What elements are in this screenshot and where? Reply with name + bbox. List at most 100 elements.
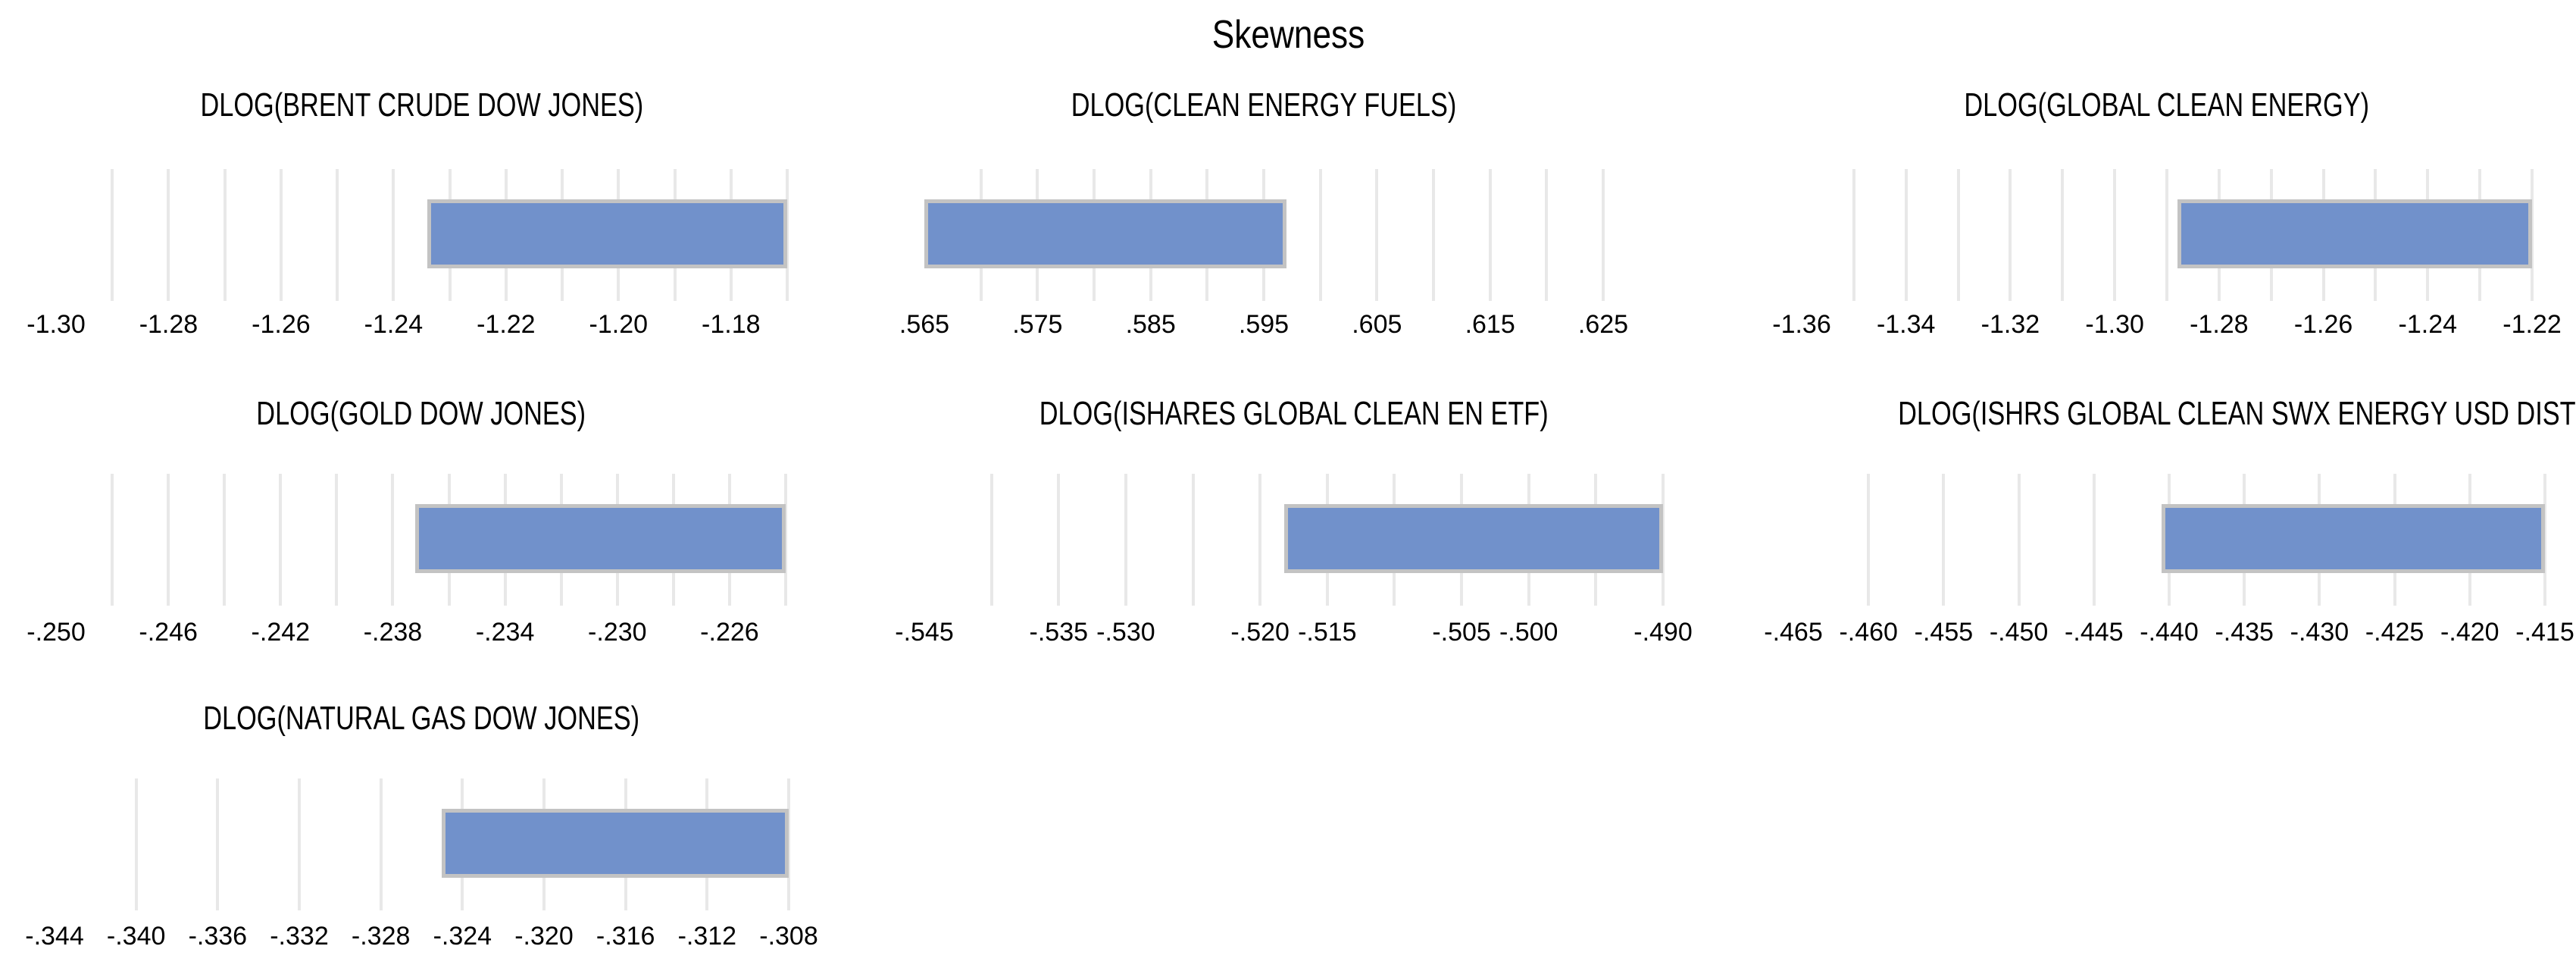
gridline bbox=[2061, 169, 2065, 301]
x-axis-tick-label: -1.24 bbox=[364, 310, 424, 339]
subplot-title: DLOG(ISHARES GLOBAL CLEAN EN ETF) bbox=[924, 393, 1663, 434]
subplot-title-text: DLOG(GOLD DOW JONES) bbox=[256, 395, 586, 432]
x-axis-tick-label: -1.20 bbox=[589, 310, 649, 339]
gridline bbox=[1545, 169, 1549, 301]
x-axis-tick-label: -.465 bbox=[1764, 618, 1823, 647]
plot-area bbox=[924, 169, 1605, 301]
gridline bbox=[1602, 169, 1605, 301]
gridline bbox=[223, 169, 227, 301]
x-axis-tick-label: -1.28 bbox=[139, 310, 199, 339]
gridline bbox=[134, 778, 138, 910]
gridline bbox=[111, 474, 114, 606]
x-axis-tick-label: -1.30 bbox=[27, 310, 86, 339]
x-axis-tick-label: -.455 bbox=[1914, 618, 1974, 647]
gridline bbox=[1191, 474, 1195, 606]
x-axis-tick-label: -1.30 bbox=[2085, 310, 2144, 339]
x-axis-tick-label: -.430 bbox=[2290, 618, 2349, 647]
gridline bbox=[167, 474, 170, 606]
x-axis: .565 .575 .585 .595 .605 .615 .625 bbox=[899, 309, 1628, 343]
x-axis-tick-label: -.340 bbox=[106, 922, 166, 951]
skewness-bar bbox=[442, 809, 789, 878]
gridline bbox=[391, 474, 395, 606]
gridline bbox=[1852, 169, 1855, 301]
gridline bbox=[297, 778, 301, 910]
gridline bbox=[1867, 474, 1871, 606]
x-axis: -.344 -.340 -.336 -.332 -.328 -.324 -.320 -.316… bbox=[25, 921, 818, 954]
gridline bbox=[2017, 474, 2021, 606]
x-axis-tick-label: -.230 bbox=[588, 618, 647, 647]
x-axis-tick-label: -.535 bbox=[1029, 618, 1089, 647]
x-axis-tick-label: .605 bbox=[1352, 310, 1402, 339]
subplot-title: DLOG(ISHRS GLOBAL CLEAN SWX ENERGY USD D… bbox=[1793, 393, 2576, 434]
x-axis-tick-label: .565 bbox=[899, 310, 950, 339]
x-axis-tick-label: -1.26 bbox=[2293, 310, 2353, 339]
gridline bbox=[1942, 474, 1946, 606]
gridline bbox=[1662, 474, 1665, 606]
gridline bbox=[2113, 169, 2117, 301]
skewness-bar bbox=[415, 504, 786, 573]
x-axis-tick-label: -.420 bbox=[2440, 618, 2499, 647]
subplot-title: DLOG(CLEAN ENERGY FUELS) bbox=[924, 85, 1603, 126]
x-axis-tick-label: -.530 bbox=[1096, 618, 1155, 647]
x-axis-tick-label: -.312 bbox=[677, 922, 737, 951]
x-axis-tick-label: -.328 bbox=[351, 922, 411, 951]
x-axis-tick-label: -1.28 bbox=[2190, 310, 2249, 339]
gridline bbox=[2531, 169, 2534, 301]
x-axis-tick-label: -.490 bbox=[1633, 618, 1693, 647]
gridline bbox=[1124, 474, 1127, 606]
x-axis-tick-label: -1.32 bbox=[1980, 310, 2040, 339]
plot-area bbox=[1793, 474, 2546, 606]
gridline bbox=[279, 474, 283, 606]
subplot-title-text: DLOG(CLEAN ENERGY FUELS) bbox=[1071, 86, 1457, 124]
skewness-bar bbox=[924, 199, 1286, 268]
gridline bbox=[1318, 169, 1322, 301]
subplot-title-text: DLOG(ISHARES GLOBAL CLEAN EN ETF) bbox=[1039, 395, 1549, 432]
x-axis-tick-label: -.308 bbox=[759, 922, 818, 951]
skewness-bar bbox=[2162, 504, 2545, 573]
x-axis-tick-label: -.332 bbox=[270, 922, 329, 951]
x-axis-tick-label: -.238 bbox=[363, 618, 423, 647]
subplot-title-text: DLOG(ISHRS GLOBAL CLEAN SWX ENERGY USD D… bbox=[1898, 395, 2576, 432]
plot-area bbox=[55, 778, 790, 910]
gridline bbox=[1904, 169, 1908, 301]
x-axis-tick-label: .595 bbox=[1238, 310, 1290, 339]
plot-area bbox=[1802, 169, 2534, 301]
gridline bbox=[167, 169, 170, 301]
subplot-title-text: DLOG(GLOBAL CLEAN ENERGY) bbox=[1964, 86, 2370, 124]
skewness-bar bbox=[2177, 199, 2532, 268]
skewness-bar bbox=[427, 199, 787, 268]
subplot-title-text: DLOG(BRENT CRUDE DOW JONES) bbox=[200, 86, 643, 124]
gridline bbox=[216, 778, 220, 910]
x-axis-tick-label: -.316 bbox=[596, 922, 655, 951]
gridline bbox=[2165, 169, 2168, 301]
x-axis-tick-label: -.520 bbox=[1230, 618, 1290, 647]
subplot-title-text: DLOG(NATURAL GAS DOW JONES) bbox=[203, 700, 640, 737]
x-axis-tick-label: -.460 bbox=[1839, 618, 1898, 647]
gridline bbox=[2092, 474, 2096, 606]
x-axis-tick-label: -1.18 bbox=[702, 310, 761, 339]
x-axis: -.465 -.460 -.455 -.450 -.445 -.440 -.435 -.430… bbox=[1764, 617, 2574, 650]
gridline bbox=[784, 474, 787, 606]
x-axis-tick-label: -1.24 bbox=[2398, 310, 2458, 339]
plot-area bbox=[924, 474, 1665, 606]
subplot-title: DLOG(BRENT CRUDE DOW JONES) bbox=[56, 85, 787, 126]
plot-area bbox=[56, 169, 789, 301]
x-axis-tick-label: -.415 bbox=[2515, 618, 2574, 647]
x-axis-tick-label: -.324 bbox=[433, 922, 492, 951]
x-axis-tick-label: -.445 bbox=[2065, 618, 2124, 647]
gridline bbox=[2009, 169, 2012, 301]
x-axis-tick-label: -.250 bbox=[27, 618, 86, 647]
skewness-bar bbox=[1284, 504, 1663, 573]
x-axis-tick-label: -.242 bbox=[251, 618, 311, 647]
gridline bbox=[392, 169, 395, 301]
x-axis-tick-label: -.344 bbox=[25, 922, 84, 951]
chart-main-title-text: Skewness bbox=[1211, 13, 1365, 57]
x-axis-tick-label: -1.36 bbox=[1772, 310, 1831, 339]
gridline bbox=[1432, 169, 1435, 301]
gridline bbox=[379, 778, 383, 910]
gridline bbox=[1488, 169, 1492, 301]
x-axis-tick-label: -.515 bbox=[1298, 618, 1357, 647]
x-axis-tick-label: -1.34 bbox=[1876, 310, 1936, 339]
x-axis-tick-label: -1.22 bbox=[477, 310, 536, 339]
